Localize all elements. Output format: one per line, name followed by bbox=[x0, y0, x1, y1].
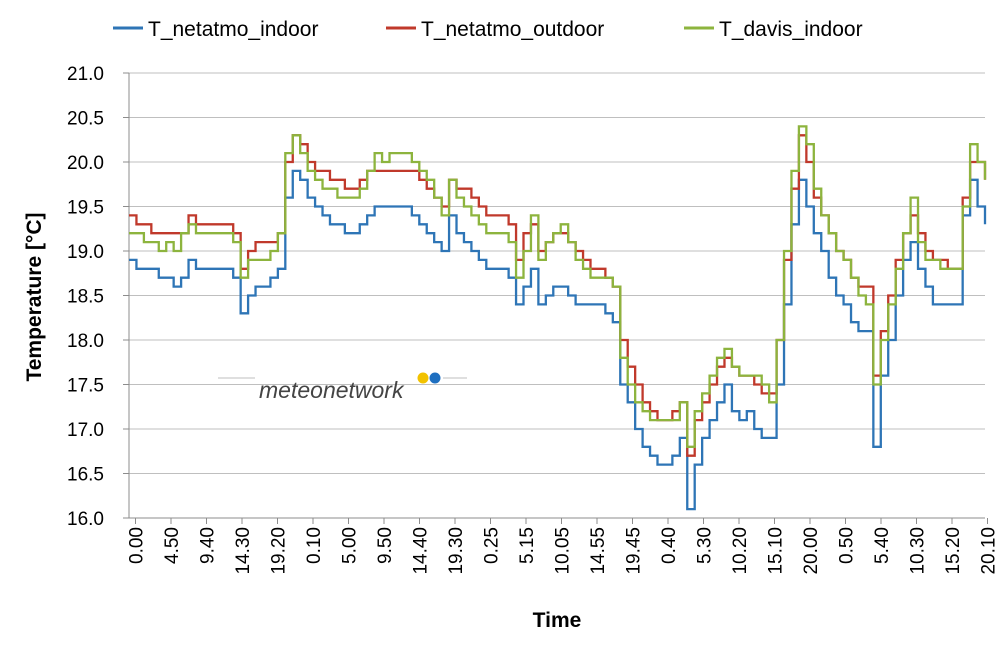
watermark-dot-blue bbox=[429, 372, 441, 384]
legend: T_netatmo_indoor T_netatmo_outdoor T_dav… bbox=[113, 18, 863, 41]
x-tick-label: 19.20 bbox=[269, 527, 290, 575]
x-tick-label: 19.30 bbox=[446, 527, 467, 575]
x-tick-label: 20.00 bbox=[801, 527, 822, 575]
x-tick-label: 0.00 bbox=[127, 527, 148, 564]
y-tick-label: 18.0 bbox=[67, 331, 104, 352]
y-tick-label: 18.5 bbox=[67, 287, 104, 308]
x-tick-label: 19.45 bbox=[624, 527, 645, 575]
watermark-text-a: meteo bbox=[259, 377, 323, 403]
x-tick-label: 5.00 bbox=[340, 527, 361, 564]
x-tick-label: 15.20 bbox=[943, 527, 964, 575]
x-tick-label: 9.50 bbox=[375, 527, 396, 564]
watermark-text-b: network bbox=[323, 377, 405, 403]
x-tick-label: 10.30 bbox=[908, 527, 929, 575]
y-tick-label: 21.0 bbox=[67, 64, 104, 85]
axes bbox=[123, 72, 985, 519]
x-tick-label: 14.40 bbox=[411, 527, 432, 575]
x-tick-label: 10.05 bbox=[553, 527, 574, 575]
y-tick-label: 20.0 bbox=[67, 153, 104, 174]
y-tick-label: 16.5 bbox=[67, 465, 104, 486]
x-tick-label: 5.40 bbox=[872, 527, 893, 564]
x-tick-label: 5.30 bbox=[695, 527, 716, 564]
series-lines bbox=[129, 125, 987, 511]
x-tick-label: 0.10 bbox=[304, 527, 325, 564]
x-tick-label: 14.55 bbox=[588, 527, 609, 575]
watermark-dot-yellow bbox=[417, 372, 429, 384]
x-tick-label: 0.25 bbox=[482, 527, 503, 564]
y-tick-label: 17.0 bbox=[67, 420, 104, 441]
y-axis-ticks: 16.0 16.5 17.0 17.5 18.0 18.5 19.0 19.5 20.0 20.5… bbox=[67, 64, 104, 530]
x-tick-label: 10.20 bbox=[730, 527, 751, 575]
x-tick-label: 4.50 bbox=[162, 527, 183, 564]
y-tick-label: 19.5 bbox=[67, 198, 104, 219]
x-axis-ticks: 0.00 4.50 9.40 14.30 19.20 0.10 5.00 9.50 14.40 1… bbox=[127, 518, 1000, 575]
legend-label-davis-indoor: T_davis_indoor bbox=[719, 18, 863, 41]
x-tick-label: 15.10 bbox=[766, 527, 787, 575]
x-tick-label: 0.40 bbox=[659, 527, 680, 564]
legend-label-netatmo-indoor: T_netatmo_indoor bbox=[148, 18, 318, 41]
x-tick-label: 20.10 bbox=[979, 527, 1000, 575]
y-tick-label: 17.5 bbox=[67, 376, 104, 397]
x-axis-title: Time bbox=[533, 609, 582, 632]
x-tick-label: 14.30 bbox=[233, 527, 254, 575]
watermark-logo-text: meteonetwork bbox=[259, 377, 405, 403]
series-line-t-davis-indoor bbox=[129, 125, 987, 448]
y-tick-label: 20.5 bbox=[67, 109, 104, 130]
y-tick-label: 16.0 bbox=[67, 509, 104, 530]
y-axis-title: Temperature [°C] bbox=[23, 212, 46, 381]
x-tick-label: 0.50 bbox=[837, 527, 858, 564]
meteonetwork-watermark: meteonetwork bbox=[218, 372, 467, 403]
legend-label-netatmo-outdoor: T_netatmo_outdoor bbox=[421, 18, 604, 41]
x-tick-label: 5.15 bbox=[517, 527, 538, 564]
gridlines bbox=[129, 72, 985, 474]
y-tick-label: 19.0 bbox=[67, 242, 104, 263]
x-tick-label: 9.40 bbox=[198, 527, 219, 564]
